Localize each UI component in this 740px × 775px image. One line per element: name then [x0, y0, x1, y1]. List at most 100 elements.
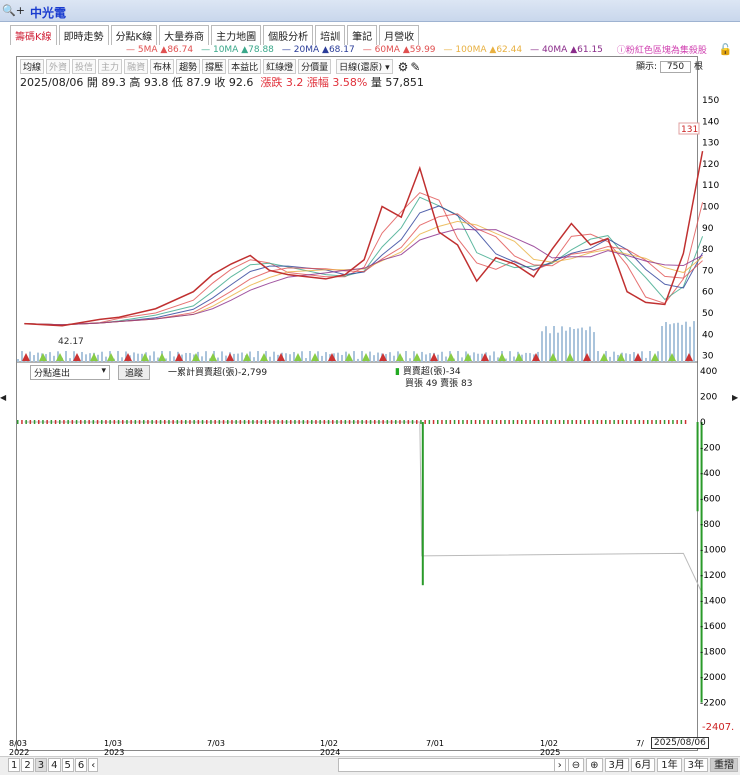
- chart-panel: [16, 56, 698, 751]
- display-input[interactable]: 750: [659, 61, 692, 73]
- price-tick: 140: [702, 117, 719, 127]
- reset-button[interactable]: 重摺: [710, 758, 738, 772]
- net-bar: [500, 420, 502, 424]
- x-tick: 8/03: [9, 739, 27, 748]
- zoom-in-icon[interactable]: ⊕: [586, 758, 603, 772]
- ma-label: 5MA: [137, 44, 158, 55]
- indicator-button[interactable]: 撐壓: [202, 59, 227, 74]
- page-scroll-left-icon[interactable]: ‹: [88, 758, 99, 772]
- net-bar: [63, 420, 65, 424]
- volume-bar: [153, 351, 155, 362]
- indicator-button[interactable]: 布林: [150, 59, 175, 74]
- magnifier-plus-icon[interactable]: 🔍+: [2, 4, 25, 17]
- net-bar: [319, 420, 321, 424]
- scroll-left-icon[interactable]: ◀: [0, 393, 7, 402]
- net-bar: [231, 420, 233, 424]
- page-button[interactable]: 1: [8, 758, 21, 772]
- page-button[interactable]: 5: [61, 758, 74, 772]
- signal-marker: [464, 353, 472, 361]
- volume-bar: [385, 353, 387, 362]
- range-button[interactable]: 6月: [630, 758, 656, 772]
- tab-8[interactable]: 月營收: [379, 25, 420, 45]
- volume-bar: [21, 351, 23, 362]
- indicator-button[interactable]: 外資: [46, 59, 71, 74]
- chevron-down-icon: ▾: [101, 366, 106, 376]
- signal-marker: [651, 353, 659, 361]
- net-bar: [571, 420, 573, 424]
- volume-bar: [405, 351, 407, 362]
- net-bar: [214, 420, 216, 424]
- tab-4[interactable]: 主力地圖: [211, 25, 262, 45]
- tab-6[interactable]: 培訓: [315, 25, 346, 45]
- volume-bar: [133, 352, 135, 362]
- indicator-button[interactable]: 趨勢: [176, 59, 201, 74]
- net-bar: [563, 420, 565, 424]
- net-bar: [621, 420, 624, 424]
- pen-icon[interactable]: ✎: [410, 59, 421, 74]
- volume-bar: [689, 326, 691, 362]
- ma-label: 60MA: [374, 44, 400, 55]
- net-bar: [420, 420, 422, 424]
- zoom-out-icon[interactable]: ⊖: [567, 758, 585, 772]
- gear-icon[interactable]: ⚙: [397, 59, 409, 74]
- signal-marker: [175, 353, 183, 361]
- page-button[interactable]: 4: [48, 758, 61, 772]
- scrollbar[interactable]: [338, 758, 583, 772]
- indicator-button[interactable]: 分價量: [298, 59, 332, 74]
- tab-2[interactable]: 分點K線: [110, 25, 158, 45]
- volume-bar: [597, 351, 599, 362]
- net-bar: [29, 420, 32, 424]
- volume-bar: [321, 355, 323, 362]
- scroll-right-icon[interactable]: ▶: [732, 393, 739, 402]
- period-select[interactable]: 日線(還原) ▾: [336, 59, 393, 74]
- page-button[interactable]: 2: [21, 758, 34, 772]
- volume-bar: [613, 351, 615, 362]
- net-bar: [311, 420, 313, 424]
- net-bar: [407, 420, 410, 424]
- range-button[interactable]: 3月: [604, 758, 629, 772]
- net-spike-bar: [696, 422, 699, 512]
- track-button[interactable]: 追蹤: [118, 365, 151, 380]
- indicator-button[interactable]: 紅綠燈: [263, 59, 297, 74]
- range-controls: › ⊖ ⊕ 3月 6月 1年 3年 重摺: [553, 758, 738, 772]
- page-button[interactable]: 3: [34, 758, 48, 772]
- indicator-button[interactable]: 本益比: [228, 59, 262, 74]
- net-bar: [605, 420, 607, 424]
- volume-bar: [269, 356, 271, 362]
- range-button[interactable]: 1年: [657, 758, 682, 772]
- signal-marker: [532, 353, 540, 361]
- net-bar: [197, 420, 200, 424]
- net-bar: [227, 420, 229, 424]
- net-bar: [537, 420, 540, 424]
- range-button[interactable]: 3年: [683, 758, 708, 772]
- page-button[interactable]: 6: [74, 758, 88, 772]
- net-bar: [453, 420, 456, 424]
- tab-7[interactable]: 筆記: [347, 25, 378, 45]
- net-bar: [264, 420, 267, 424]
- tab-3[interactable]: 大量券商: [159, 25, 210, 45]
- price-tick: 40: [702, 330, 714, 340]
- ma-legend: — 5MA ▲86.74 — 10MA ▲78.88 — 20MA ▲68.17 — …: [126, 43, 733, 56]
- tab-1[interactable]: 即時走勢: [58, 25, 109, 45]
- signal-marker: [328, 353, 336, 361]
- volume-bar: [581, 327, 583, 362]
- net-bar: [382, 420, 384, 424]
- indicator-button[interactable]: 主力: [98, 59, 123, 74]
- volume-bar: [525, 352, 527, 362]
- indicator-button[interactable]: 均線: [20, 59, 45, 74]
- scroll-right-small-icon[interactable]: ›: [553, 758, 566, 772]
- price-tick: 90: [702, 224, 714, 234]
- indicator-button[interactable]: 投信: [72, 59, 97, 74]
- net-bar: [546, 420, 548, 424]
- pct-label: 漲幅: [306, 76, 329, 89]
- x-tick-year: 2025: [540, 748, 560, 757]
- lower-controls: 分點進出 ▾ 追蹤 一累計買賣超(張)-2,799: [30, 365, 267, 380]
- tab-5[interactable]: 個股分析: [263, 25, 314, 45]
- current-date-label: 2025/08/06: [651, 737, 709, 749]
- lower-tick: -600: [700, 495, 721, 505]
- lock-icon[interactable]: 🔓: [718, 43, 733, 56]
- tab-0[interactable]: 籌碼K線: [10, 25, 57, 45]
- indicator-button[interactable]: 融資: [124, 59, 149, 74]
- volume-bar: [69, 358, 71, 362]
- branch-select[interactable]: 分點進出 ▾: [30, 365, 110, 380]
